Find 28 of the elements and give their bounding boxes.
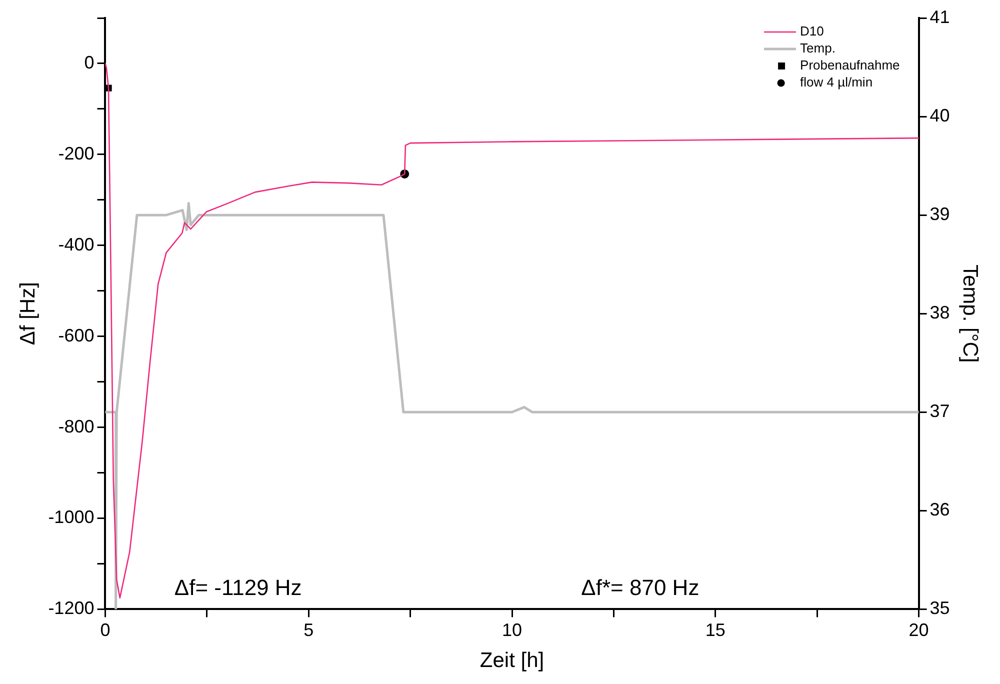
x-tick-label: 5 xyxy=(304,620,314,640)
y-tick-label: 0 xyxy=(84,52,94,72)
y-tick-label: -1200 xyxy=(48,598,94,618)
y-tick-label: -600 xyxy=(58,325,94,346)
y2-tick-label: 41 xyxy=(930,6,950,27)
annotation: Δf= -1129 Hz xyxy=(174,575,302,600)
x-tick-label: 0 xyxy=(100,620,110,640)
legend-label: Temp. xyxy=(800,40,836,56)
y2-tick-label: 35 xyxy=(930,598,950,618)
legend-label: flow 4 µl/min xyxy=(800,74,873,90)
legend-label: Probenaufnahme xyxy=(800,58,900,73)
annotation: Δf*= 870 Hz xyxy=(581,575,700,600)
x-tick-label: 20 xyxy=(908,620,929,640)
x-axis-title: Zeit [h] xyxy=(480,649,544,672)
y2-tick-label: 36 xyxy=(930,500,950,520)
x-tick-label: 10 xyxy=(502,620,522,640)
y2-tick-label: 37 xyxy=(930,401,950,422)
y-axis-title: Δf [Hz] xyxy=(16,282,40,346)
y2-tick-label: 40 xyxy=(930,106,950,126)
legend-label: D10 xyxy=(800,24,824,39)
x-tick-label: 15 xyxy=(705,620,726,640)
y-tick-label: -400 xyxy=(58,234,94,254)
y-tick-label: -1000 xyxy=(48,507,94,528)
y2-tick-label: 39 xyxy=(930,204,950,224)
y-tick-label: -800 xyxy=(58,416,94,436)
y2-axis-title: Temp. [°C] xyxy=(958,264,982,363)
y2-tick-label: 38 xyxy=(930,302,950,323)
y-tick-label: -200 xyxy=(58,143,94,164)
